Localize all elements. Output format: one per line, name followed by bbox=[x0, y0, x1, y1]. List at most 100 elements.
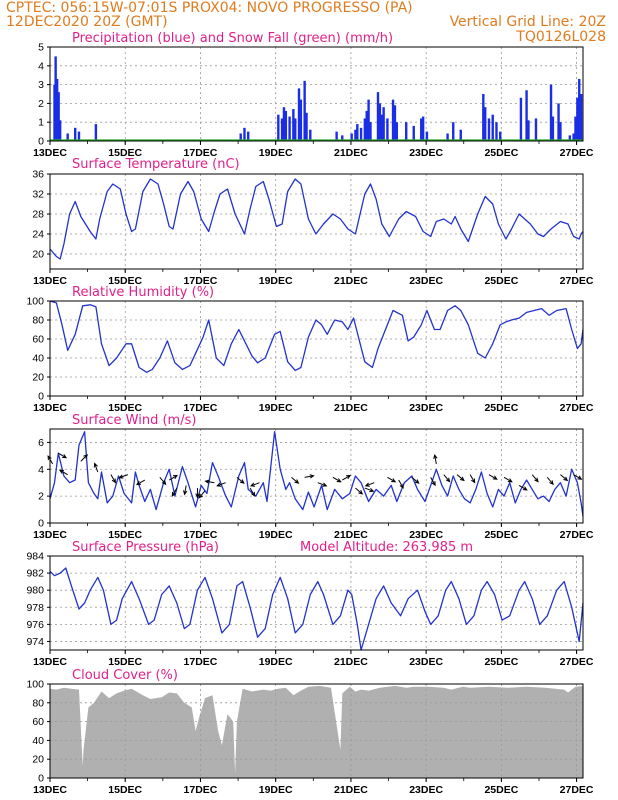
header-line1: CPTEC: 056:15W-07:01S PROX04: NOVO PROGR… bbox=[6, 0, 413, 16]
wind-arrow bbox=[469, 474, 476, 484]
wind-arrow bbox=[317, 482, 328, 487]
wind-arrow bbox=[364, 487, 375, 493]
panel-1: 0 1 2 3 4 5 13DEC 15DEC 17DEC 19DEC 21DEC 23DEC 25DE… bbox=[33, 31, 594, 159]
x-tick-label: 27DEC bbox=[560, 275, 594, 287]
y-tick-label: 24 bbox=[32, 229, 44, 241]
x-tick-label: 19DEC bbox=[259, 402, 293, 414]
y-tick-label: 0 bbox=[38, 773, 44, 785]
x-tick-label: 19DEC bbox=[259, 784, 293, 796]
wind-arrow-shaft bbox=[365, 482, 375, 487]
panel-frame bbox=[49, 683, 584, 779]
wind-arrow-head bbox=[399, 483, 404, 489]
wind-arrow bbox=[118, 474, 129, 479]
x-tick-label: 13DEC bbox=[33, 275, 67, 287]
precip-bar bbox=[303, 80, 306, 141]
wind-arrow-shaft bbox=[249, 487, 256, 497]
header: CPTEC: 056:15W-07:01S PROX04: NOVO PROGR… bbox=[6, 0, 606, 45]
y-tick-label: 20 bbox=[32, 754, 44, 766]
x-tick-label: 17DEC bbox=[184, 529, 218, 541]
wind-arrow-shaft bbox=[159, 477, 167, 485]
wind-arrow-head bbox=[364, 482, 370, 487]
x-tick-label: 15DEC bbox=[108, 147, 142, 159]
wind-arrow-head bbox=[346, 474, 352, 480]
x-tick-label: 19DEC bbox=[259, 529, 293, 541]
x-tick-label: 15DEC bbox=[108, 784, 142, 796]
x-tick-label: 15DEC bbox=[108, 402, 142, 414]
x-tick-label: 15DEC bbox=[108, 656, 142, 668]
panel-title: Surface Pressure (hPa) bbox=[72, 540, 219, 555]
precip-bar bbox=[425, 131, 429, 141]
wind-arrow-head bbox=[459, 476, 465, 482]
y-tick-label: 978 bbox=[26, 602, 44, 614]
y-tick-label: 2 bbox=[38, 98, 44, 110]
y-tick-label: 100 bbox=[26, 679, 44, 691]
series-line bbox=[49, 300, 584, 373]
x-tick-label: 21DEC bbox=[334, 784, 368, 796]
x-tick-label: 13DEC bbox=[33, 147, 67, 159]
x-tick-label: 23DEC bbox=[409, 784, 443, 796]
precip-bar bbox=[77, 131, 81, 141]
wind-arrow-shaft bbox=[434, 454, 437, 465]
precip-bar bbox=[574, 116, 577, 141]
precip-bar bbox=[534, 118, 538, 141]
wind-arrow bbox=[503, 476, 513, 483]
y-tick-label: 5 bbox=[38, 42, 44, 54]
precip-bar bbox=[369, 122, 372, 141]
wind-arrow bbox=[183, 485, 188, 496]
precip-bar bbox=[367, 99, 370, 141]
x-tick-label: 23DEC bbox=[409, 275, 443, 287]
precip-bar bbox=[482, 94, 485, 141]
wind-arrow-shaft bbox=[171, 487, 178, 497]
wind-arrow-shaft bbox=[94, 463, 99, 473]
wind-arrow bbox=[355, 487, 364, 495]
wind-arrow bbox=[531, 474, 539, 483]
header-model: TQ0126L028 bbox=[515, 29, 606, 45]
wind-arrow-head bbox=[534, 477, 539, 483]
precip-bar bbox=[412, 125, 415, 141]
wind-arrow-shaft bbox=[355, 487, 363, 495]
wind-arrow-head bbox=[93, 462, 98, 468]
y-tick-label: 40 bbox=[32, 353, 44, 365]
x-tick-label: 19DEC bbox=[259, 147, 293, 159]
wind-arrow bbox=[110, 474, 116, 484]
y-tick-label: 984 bbox=[26, 551, 44, 563]
wind-arrow bbox=[58, 452, 68, 459]
y-tick-label: 976 bbox=[26, 619, 44, 631]
precip-bar bbox=[391, 99, 395, 141]
precip-bar bbox=[305, 112, 308, 141]
y-tick-label: 60 bbox=[32, 334, 44, 346]
precip-bar bbox=[54, 56, 57, 141]
x-tick-label: 15DEC bbox=[108, 275, 142, 287]
wind-arrow-shaft bbox=[398, 479, 404, 489]
wind-arrow-shaft bbox=[518, 484, 528, 491]
panel-frame bbox=[49, 46, 584, 142]
wind-arrow-head bbox=[250, 482, 256, 487]
series-line bbox=[49, 178, 584, 260]
y-tick-label: 40 bbox=[32, 735, 44, 747]
y-tick-label: 0 bbox=[38, 391, 44, 403]
wind-arrow-shaft bbox=[560, 474, 568, 481]
wind-arrow-head bbox=[62, 454, 68, 459]
wind-arrow bbox=[236, 476, 245, 484]
y-tick-label: 80 bbox=[32, 315, 44, 327]
x-tick-label: 17DEC bbox=[184, 784, 218, 796]
wind-arrow-shaft bbox=[456, 474, 465, 481]
y-tick-label: 2 bbox=[38, 491, 44, 503]
wind-arrow-shaft bbox=[80, 454, 88, 462]
wind-arrow-head bbox=[471, 478, 476, 484]
precip-bar bbox=[335, 131, 338, 141]
x-tick-label: 17DEC bbox=[184, 402, 218, 414]
wind-arrow-shaft bbox=[304, 475, 314, 478]
y-tick-label: 20 bbox=[32, 249, 44, 261]
wind-arrow-head bbox=[369, 487, 375, 493]
series-line bbox=[49, 567, 584, 651]
wind-arrow bbox=[250, 482, 260, 487]
precip-bar bbox=[386, 118, 389, 141]
wind-arrow-head bbox=[433, 453, 438, 460]
wind-arrow-head bbox=[445, 477, 451, 483]
y-tick-label: 6 bbox=[38, 437, 44, 449]
precip-bar bbox=[495, 122, 498, 141]
precip-bar bbox=[247, 131, 250, 141]
x-tick-label: 27DEC bbox=[560, 529, 594, 541]
precip-bar bbox=[572, 133, 575, 141]
